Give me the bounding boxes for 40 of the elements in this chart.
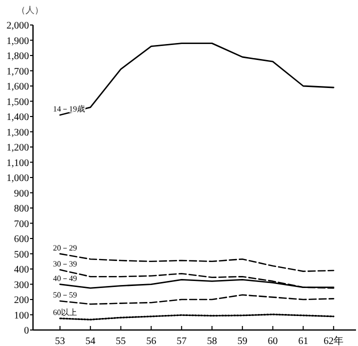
line-series: [59, 253, 334, 272]
y-tick-label: 1,900: [6, 36, 29, 47]
x-tick-label: 62年: [324, 335, 344, 346]
y-tick-label: 900: [14, 188, 29, 200]
x-tick-label: 60: [268, 336, 278, 346]
y-tick-label: 700: [14, 218, 29, 230]
y-tick-label: 1,800: [6, 51, 29, 62]
series-label: 50－59: [53, 290, 77, 300]
y-tick-label: 300: [14, 280, 29, 291]
y-tick-label: 100: [14, 310, 29, 322]
line-series: [59, 42, 334, 116]
y-tick-label: 1,100: [6, 158, 29, 169]
y-tick-label: 0: [24, 326, 29, 336]
y-tick-label: 1,000: [6, 173, 29, 184]
series-label: 60以上: [53, 308, 77, 317]
y-tick-label: 400: [14, 264, 29, 276]
x-tick-label: 59: [237, 336, 248, 346]
x-tick-label: 55: [116, 336, 126, 346]
series-label: 20－29: [53, 243, 77, 252]
y-tick-label: 800: [14, 204, 29, 214]
x-tick-label: 61: [298, 336, 308, 346]
series-label: 30－39: [53, 259, 77, 268]
x-tick-label: 58: [207, 336, 217, 346]
y-tick-label: 1,700: [6, 66, 29, 78]
y-tick-label: 1,500: [6, 96, 29, 108]
y-tick-label: 1,400: [6, 112, 29, 123]
y-tick-label: 1,200: [6, 142, 29, 154]
y-axis-title: （人）: [16, 5, 44, 15]
x-tick-label: 54: [85, 336, 96, 346]
y-tick-label: 1,600: [6, 82, 29, 92]
y-tick-label: 1,300: [6, 127, 29, 138]
y-tick-label: 200: [14, 295, 29, 306]
line-series: [59, 294, 334, 305]
y-tick-label: 2,000: [6, 20, 29, 32]
y-tick-label: 600: [14, 234, 29, 245]
series-label: 40－49: [53, 274, 77, 283]
x-tick-label: 53: [55, 336, 65, 346]
x-tick-label: 56: [146, 336, 156, 346]
y-tick-label: 500: [14, 249, 29, 260]
x-tick-label: 57: [176, 336, 187, 346]
